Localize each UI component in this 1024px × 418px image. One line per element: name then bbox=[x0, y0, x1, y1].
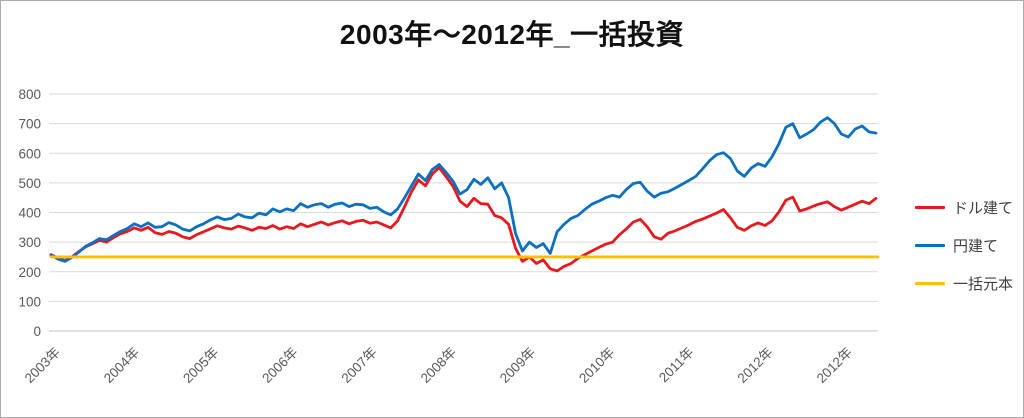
x-tick-label-8: 2011年 bbox=[656, 345, 697, 386]
x-tick-label-1: 2004年 bbox=[101, 345, 142, 386]
legend-label-principal: 一括元本 bbox=[952, 276, 1013, 293]
x-tick-label-4: 2007年 bbox=[339, 345, 380, 386]
y-tick-label-700: 700 bbox=[18, 117, 41, 132]
series-line-0 bbox=[49, 166, 878, 273]
series-line-1 bbox=[49, 116, 878, 263]
x-tick-label-6: 2009年 bbox=[497, 345, 538, 386]
x-tick-label-3: 2006年 bbox=[259, 345, 300, 386]
legend-item-dollar: ドル建て bbox=[914, 197, 1013, 218]
legend-line-yen-swatch bbox=[914, 244, 945, 247]
legend-item-yen: 円建て bbox=[914, 235, 1013, 256]
legend-label-yen: 円建て bbox=[952, 238, 998, 255]
x-tick-label-7: 2010年 bbox=[576, 345, 617, 386]
y-tick-label-500: 500 bbox=[18, 176, 41, 191]
y-tick-label-400: 400 bbox=[18, 206, 41, 221]
y-tick-label-0: 0 bbox=[33, 324, 41, 339]
y-tick-label-200: 200 bbox=[18, 265, 41, 280]
x-tick-label-2: 2005年 bbox=[180, 345, 221, 386]
y-tick-label-600: 600 bbox=[18, 146, 41, 161]
x-tick-label-10: 2012年 bbox=[814, 345, 855, 386]
y-tick-label-100: 100 bbox=[18, 294, 41, 309]
x-tick-label-5: 2008年 bbox=[418, 345, 459, 386]
legend-label-dollar: ドル建て bbox=[952, 200, 1013, 217]
chart-title: 2003年～2012年_一括投資 bbox=[339, 19, 685, 50]
y-tick-label-300: 300 bbox=[18, 235, 41, 250]
legend-line-principal-swatch bbox=[914, 282, 945, 285]
legend-item-principal: 一括元本 bbox=[914, 273, 1013, 294]
legend-line-dollar-swatch bbox=[914, 206, 945, 209]
y-tick-label-800: 800 bbox=[18, 87, 41, 102]
x-tick-label-0: 2003年 bbox=[22, 345, 63, 386]
x-tick-label-9: 2012年 bbox=[735, 345, 776, 386]
chart-legend: ドル建て 円建て 一括元本 bbox=[914, 197, 1013, 294]
